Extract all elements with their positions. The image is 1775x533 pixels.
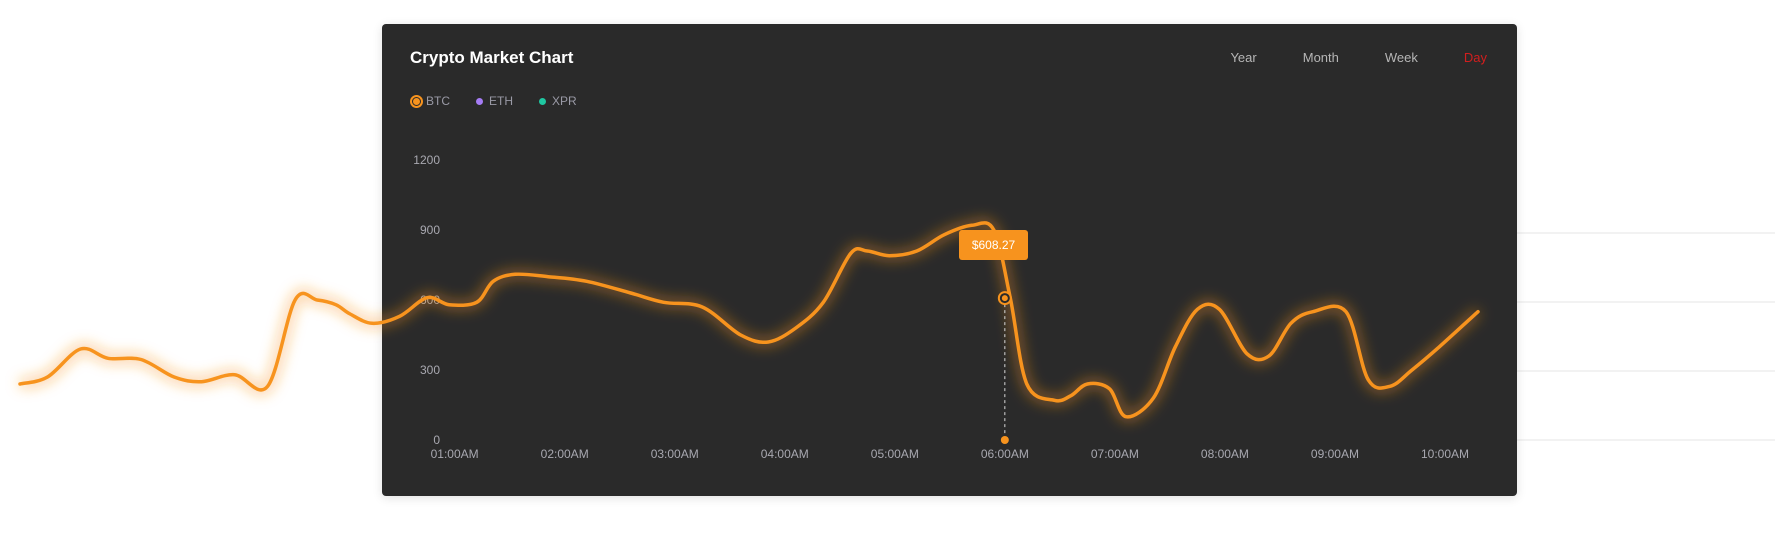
chart-legend: BTC ETH XPR [410,94,603,108]
legend-label-btc: BTC [426,94,450,108]
period-year[interactable]: Year [1230,50,1257,65]
legend-marker-xpr [539,97,546,105]
legend-marker-eth [476,97,483,105]
chart-title: Crypto Market Chart [410,48,574,67]
period-week[interactable]: Week [1384,50,1418,65]
period-day[interactable]: Day [1463,50,1487,65]
legend-item-xpr[interactable]: XPR [539,94,577,108]
crypto-chart-card: Crypto Market Chart Year Month Week Day … [382,24,1517,496]
legend-item-btc[interactable]: BTC [410,94,450,108]
legend-label-eth: ETH [489,94,513,108]
value-tooltip: $608.27 [958,230,1029,261]
period-month[interactable]: Month [1302,50,1339,65]
period-selector: Year Month Week Day [1184,50,1487,65]
legend-item-eth[interactable]: ETH [476,94,513,108]
legend-marker-btc [410,94,423,108]
legend-label-xpr: XPR [552,94,577,108]
